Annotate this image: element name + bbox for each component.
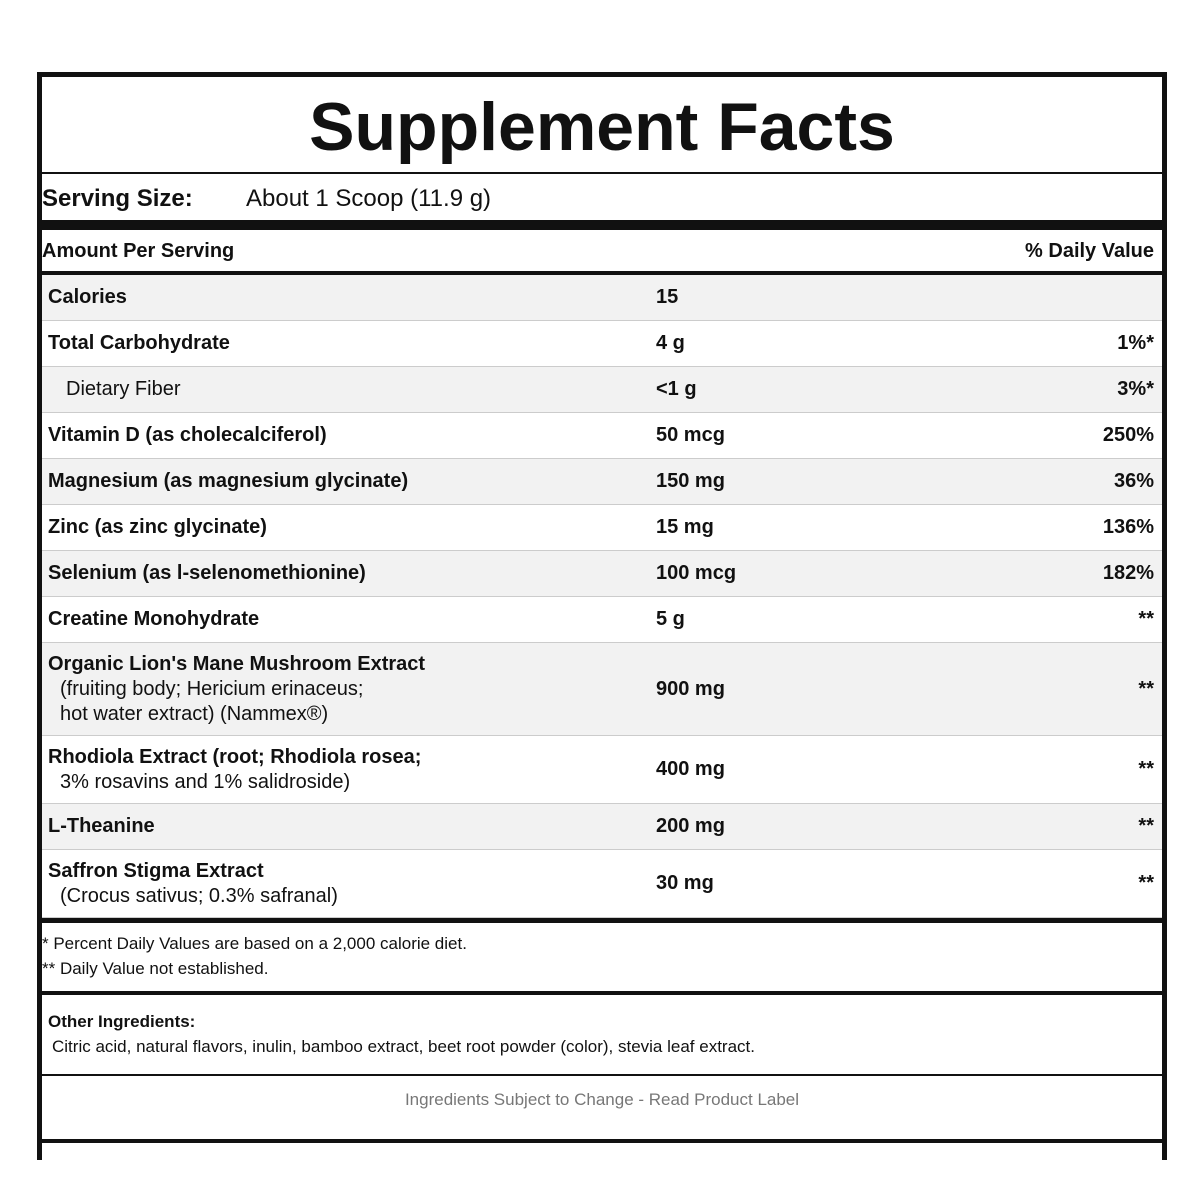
nutrient-name: Creatine Monohydrate — [42, 607, 656, 632]
nutrient-row: Saffron Stigma Extract (Crocus sativus; 0… — [42, 850, 1162, 918]
other-label: Other Ingredients: — [48, 1012, 196, 1031]
column-header: Amount Per Serving % Daily Value — [42, 230, 1162, 275]
dv-header: % Daily Value — [1025, 240, 1154, 262]
name-line: Zinc (as zinc glycinate) — [48, 516, 267, 538]
daily-value: ** — [1138, 815, 1154, 837]
nutrient-name: Total Carbohydrate — [42, 331, 656, 356]
nutrient-name: Magnesium (as magnesium glycinate) — [42, 469, 656, 494]
other-text: Citric acid, natural flavors, inulin, ba… — [52, 1037, 755, 1056]
name-detail: 3% rosavins and 1% salidroside) — [60, 770, 351, 793]
serving-size: Serving Size: About 1 Scoop (11.9 g) — [42, 174, 1162, 230]
amount: 15 — [656, 286, 679, 308]
facts-panel: Supplement Facts Serving Size: About 1 Sc… — [37, 72, 1167, 1160]
footnote: ** Daily Value not established. — [42, 959, 269, 978]
title: Supplement Facts — [42, 77, 1162, 174]
daily-value: 3%* — [1117, 378, 1154, 400]
daily-value: 182% — [1102, 562, 1154, 584]
nutrient-row: Creatine Monohydrate 5 g ** — [42, 597, 1162, 643]
nutrient-row: L-Theanine 200 mg ** — [42, 804, 1162, 850]
nutrient-name: Selenium (as l-selenomethionine) — [42, 561, 656, 586]
nutrient-name: Dietary Fiber — [42, 377, 656, 402]
amount: 150 mg — [656, 470, 725, 492]
name-line: L-Theanine — [48, 815, 155, 837]
nutrient-row: Organic Lion's Mane Mushroom Extract (fru… — [42, 643, 1162, 736]
name-line: Magnesium (as magnesium glycinate) — [48, 470, 409, 492]
name-line: Total Carbohydrate — [48, 332, 230, 354]
name-line: Creatine Monohydrate — [48, 608, 260, 630]
name-line: Calories — [48, 286, 127, 308]
daily-value: ** — [1138, 677, 1154, 700]
daily-value: 1%* — [1117, 332, 1154, 354]
amount: 400 mg — [656, 758, 725, 780]
name-line: Rhodiola Extract (root; Rhodiola rosea; — [48, 745, 422, 768]
nutrient-row: Selenium (as l-selenomethionine) 100 mcg 1… — [42, 551, 1162, 597]
daily-value: 250% — [1102, 424, 1154, 446]
nutrient-name: Zinc (as zinc glycinate) — [42, 515, 656, 540]
nutrient-row: Vitamin D (as cholecalciferol) 50 mcg 250% — [42, 413, 1162, 459]
amount: <1 g — [656, 378, 697, 400]
serving-value: About 1 Scoop (11.9 g) — [246, 185, 492, 212]
nutrient-row: Calories 15 — [42, 275, 1162, 321]
nutrient-row: Total Carbohydrate 4 g 1%* — [42, 321, 1162, 367]
serving-label: Serving Size: — [42, 185, 193, 212]
amount: 50 mcg — [656, 424, 725, 446]
amount: 5 g — [656, 608, 685, 630]
footnote: * Percent Daily Values are based on a 2,… — [42, 934, 467, 953]
amount-header: Amount Per Serving — [42, 240, 235, 262]
nutrient-row: Rhodiola Extract (root; Rhodiola rosea; 3… — [42, 736, 1162, 804]
daily-value: ** — [1138, 872, 1154, 894]
daily-value: ** — [1138, 758, 1154, 780]
name-line: Dietary Fiber — [66, 378, 181, 400]
nutrient-name: Calories — [42, 285, 656, 310]
amount: 200 mg — [656, 815, 725, 837]
name-line: Selenium (as l-selenomethionine) — [48, 562, 366, 584]
nutrient-row: Magnesium (as magnesium glycinate) 150 mg… — [42, 459, 1162, 505]
nutrient-name: Rhodiola Extract (root; Rhodiola rosea; 3… — [42, 745, 656, 795]
name-detail: (Crocus sativus; 0.3% safranal) — [60, 884, 338, 907]
nutrient-name: L-Theanine — [42, 814, 656, 839]
name-line: Saffron Stigma Extract — [48, 859, 264, 882]
amount: 4 g — [656, 332, 685, 354]
amount: 100 mcg — [656, 562, 737, 584]
other-ingredients: Other Ingredients: Citric acid, natural f… — [42, 995, 1162, 1076]
footer-note: Ingredients Subject to Change - Read Pro… — [42, 1076, 1162, 1143]
nutrient-table: Calories 15 Total Carbohydrate 4 g 1%* Dietar… — [42, 275, 1162, 923]
daily-value: ** — [1138, 608, 1154, 630]
name-line: Vitamin D (as cholecalciferol) — [48, 424, 327, 446]
daily-value: 136% — [1102, 516, 1154, 538]
name-line: Organic Lion's Mane Mushroom Extract — [48, 652, 426, 675]
footnotes: * Percent Daily Values are based on a 2,… — [42, 923, 1162, 995]
nutrient-row: Zinc (as zinc glycinate) 15 mg 136% — [42, 505, 1162, 551]
name-detail: (fruiting body; Hericium erinaceus; — [60, 677, 364, 700]
amount: 900 mg — [656, 677, 725, 700]
amount: 15 mg — [656, 516, 714, 538]
nutrient-name: Organic Lion's Mane Mushroom Extract (fru… — [42, 652, 656, 727]
daily-value: 36% — [1113, 470, 1154, 492]
name-detail: hot water extract) (Nammex®) — [60, 702, 329, 725]
nutrient-name: Vitamin D (as cholecalciferol) — [42, 423, 656, 448]
nutrient-name: Saffron Stigma Extract (Crocus sativus; 0… — [42, 859, 656, 909]
amount: 30 mg — [656, 872, 714, 894]
nutrient-row: Dietary Fiber <1 g 3%* — [42, 367, 1162, 413]
